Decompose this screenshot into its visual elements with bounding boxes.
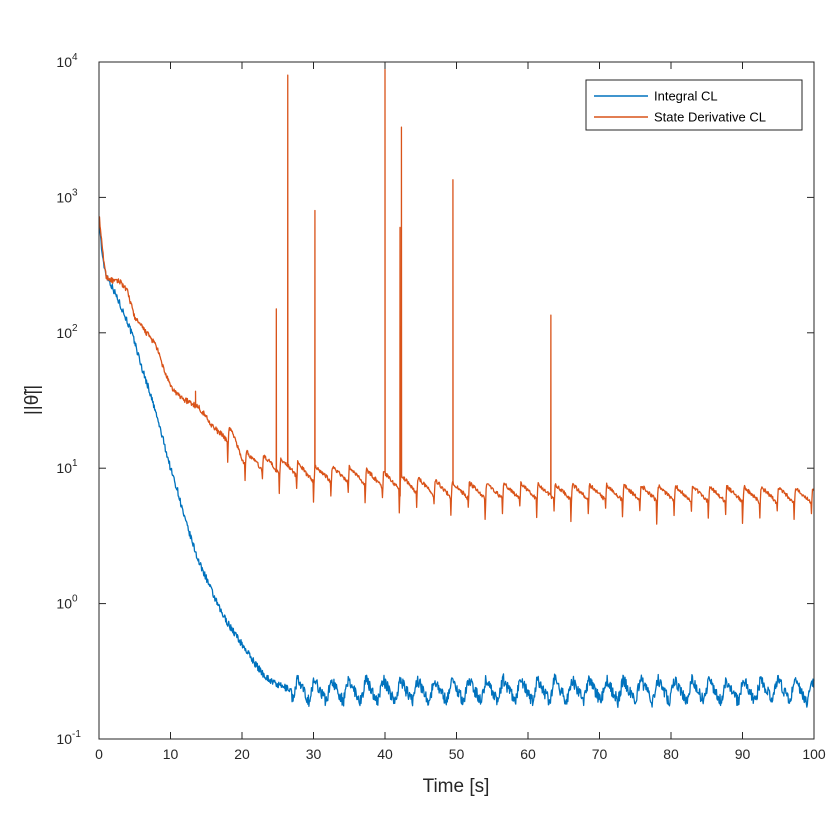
x-tick-label: 40 (377, 746, 393, 762)
legend-box (585, 79, 803, 131)
y-tick-base: 10 (56, 460, 72, 476)
legend-label-integral-cl: Integral CL (654, 89, 718, 104)
y-tick-label: 10 (56, 731, 72, 747)
y-tick-base: 10 (56, 54, 72, 70)
y-tick-label: 10 (56, 596, 72, 612)
y-tick-label: 10 (56, 325, 72, 341)
x-tick-label: 30 (306, 746, 322, 762)
x-tick-label: 60 (520, 746, 536, 762)
y-tick-base: 10 (56, 325, 72, 341)
x-tick-label: 90 (735, 746, 751, 762)
y-tick-exponent: 4 (72, 52, 78, 63)
y-tick-exponent: 0 (72, 594, 78, 605)
y-tick-exponent: 2 (72, 323, 78, 334)
y-tick-label: 10 (56, 460, 72, 476)
y-tick-label: 10 (56, 54, 72, 70)
y-tick-exponent: 3 (72, 187, 78, 198)
x-tick-label: 10 (163, 746, 179, 762)
y-tick-exponent: 1 (72, 458, 78, 469)
x-tick-label: 0 (95, 746, 103, 762)
x-tick-label: 80 (663, 746, 679, 762)
x-tick-label: 20 (234, 746, 250, 762)
y-tick-base: 10 (56, 189, 72, 205)
y-tick-base: 10 (56, 596, 72, 612)
x-tick-label: 100 (802, 746, 826, 762)
x-tick-label: 50 (449, 746, 465, 762)
x-tick-label: 70 (592, 746, 608, 762)
y-tick-label: 10 (56, 189, 72, 205)
legend: Integral CL State Derivative CL (585, 79, 803, 131)
x-axis-label: Time [s] (423, 776, 490, 797)
legend-label-state-derivative-cl: State Derivative CL (654, 110, 766, 125)
y-tick-base: 10 (56, 731, 72, 747)
plot-area (99, 62, 814, 739)
y-tick-exponent: -1 (72, 729, 81, 740)
series-layer (98, 68, 815, 708)
series-line-integral-cl (98, 221, 815, 708)
y-axis-label: ||θ̃|| (22, 385, 43, 415)
series-line-state-derivative-cl (98, 68, 815, 525)
